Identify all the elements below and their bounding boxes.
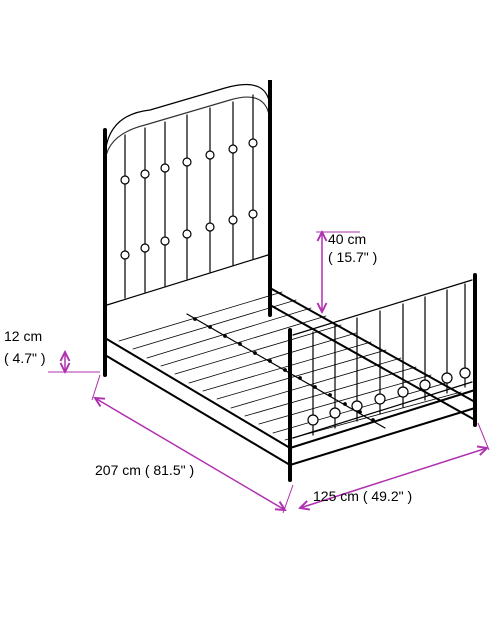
dim-in: ( 81.5" ) [145,462,194,478]
dim-in: ( 15.7" ) [328,249,377,265]
dim-cm: 125 cm [313,488,359,504]
dim-width: 125 cm ( 49.2" ) [313,488,412,504]
dim-in: ( 4.7" ) [4,350,46,366]
dim-cm: 207 cm [95,462,141,478]
dimension-overlay [0,0,500,641]
dim-cm: 40 cm [328,231,366,247]
dim-clearance: 12 cm ( 4.7" ) [4,325,46,370]
dim-cm: 12 cm [4,328,42,344]
dim-footboard-height: 40 cm ( 15.7" ) [328,230,377,266]
dim-length: 207 cm ( 81.5" ) [95,462,194,478]
dim-in: ( 49.2" ) [363,488,412,504]
